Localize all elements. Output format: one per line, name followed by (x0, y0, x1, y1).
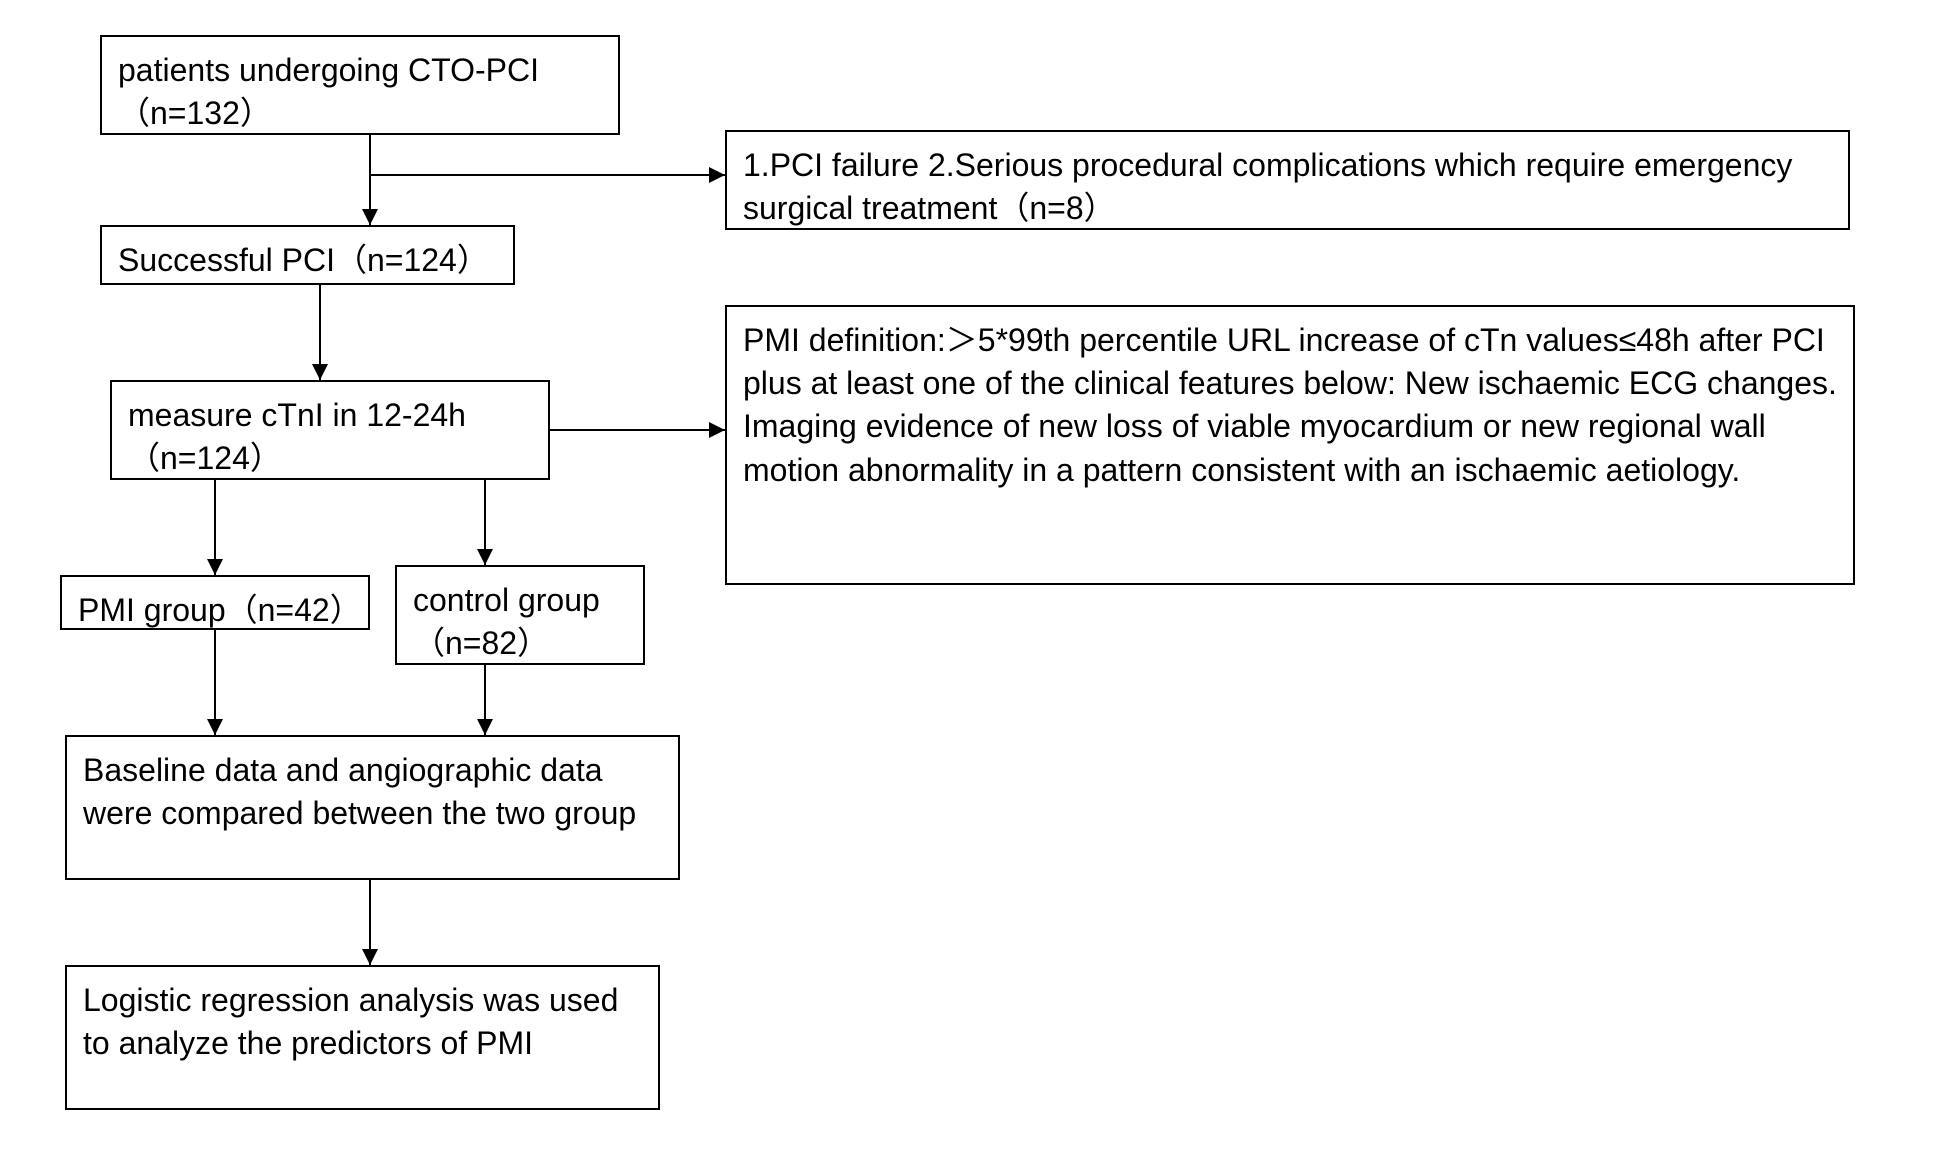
node-pmi-group: PMI group（n=42） (60, 575, 370, 630)
node-exclusion: 1.PCI failure 2.Serious procedural compl… (725, 130, 1850, 230)
node-measure: measure cTnI in 12-24h（n=124） (110, 380, 550, 480)
node-successful: Successful PCI（n=124） (100, 225, 515, 285)
node-baseline: Baseline data and angiographic data were… (65, 735, 680, 880)
node-pmi-definition: PMI definition:＞5*99th percentile URL in… (725, 305, 1855, 585)
node-patients: patients undergoing CTO-PCI（n=132） (100, 35, 620, 135)
node-logistic: Logistic regression analysis was used to… (65, 965, 660, 1110)
node-control-group: control group（n=82） (395, 565, 645, 665)
